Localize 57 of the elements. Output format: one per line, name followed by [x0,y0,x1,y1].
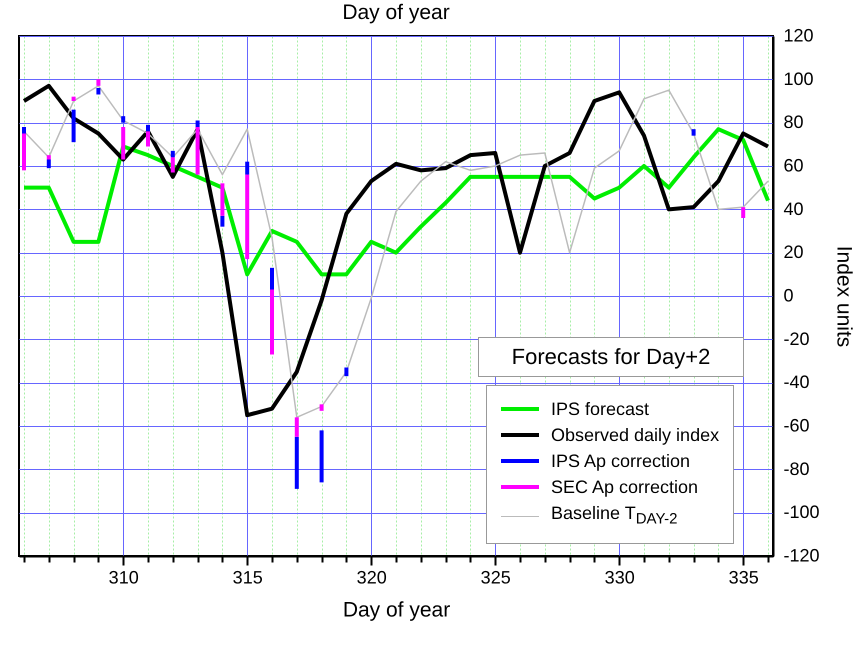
y-tick-label: -100 [784,502,820,522]
bar [220,183,224,216]
bar [22,134,26,170]
legend-label: SEC Ap correction [551,476,698,499]
y-tick-label: 40 [784,198,804,219]
bar [692,129,696,136]
x-tick-label: 320 [356,568,387,588]
legend-label: Observed daily index [551,424,720,447]
bar [146,131,150,146]
bar [96,88,100,94]
line-series [22,127,770,276]
annotation: Forecasts for Day+2 [478,337,744,377]
x-tick-label: 310 [108,568,139,588]
y-tick-label: -80 [784,458,810,479]
y-tick-label: 20 [784,242,804,262]
y-tick-label: -40 [784,372,810,392]
bar [320,430,324,482]
y-axis-title: Index units [832,246,856,348]
y-tick-label: 60 [784,156,804,176]
y-tick-label: -20 [784,328,810,349]
bar [270,290,274,354]
legend-label: IPS Ap correction [551,450,690,473]
bar [170,157,175,172]
y-tick-label: 120 [784,26,814,46]
chart-title: Day of year [342,1,450,24]
bar [294,436,299,489]
x-tick-label: 325 [480,568,511,588]
bar [245,174,250,260]
bar [96,79,100,86]
y-tick-label: -120 [784,546,820,566]
bar [72,110,76,142]
bar [121,116,126,123]
x-tick-label: 315 [232,568,263,588]
bar [294,417,299,437]
bar [344,368,348,376]
bar [46,160,51,168]
bar [146,124,150,132]
bar [121,127,126,160]
y-tick-label: 80 [784,112,804,132]
bar [245,162,250,175]
bar [22,127,26,134]
bar [46,155,51,160]
y-tick-label: -60 [784,416,810,436]
bar [741,207,746,218]
bar [170,150,175,158]
bar [220,216,224,227]
bar [270,268,274,290]
bar [320,404,324,411]
y-tick-label: 0 [784,286,794,306]
y-tick-label: 100 [784,68,814,89]
x-tick-label: 335 [728,568,759,588]
x-axis-title: Day of year [342,598,450,622]
bar [72,96,76,101]
legend-label: Baseline T$_{DAY-2}$ [551,502,678,530]
legend-label: IPS forecast [551,398,650,421]
bar [196,127,200,175]
x-tick-label: 330 [604,568,635,588]
